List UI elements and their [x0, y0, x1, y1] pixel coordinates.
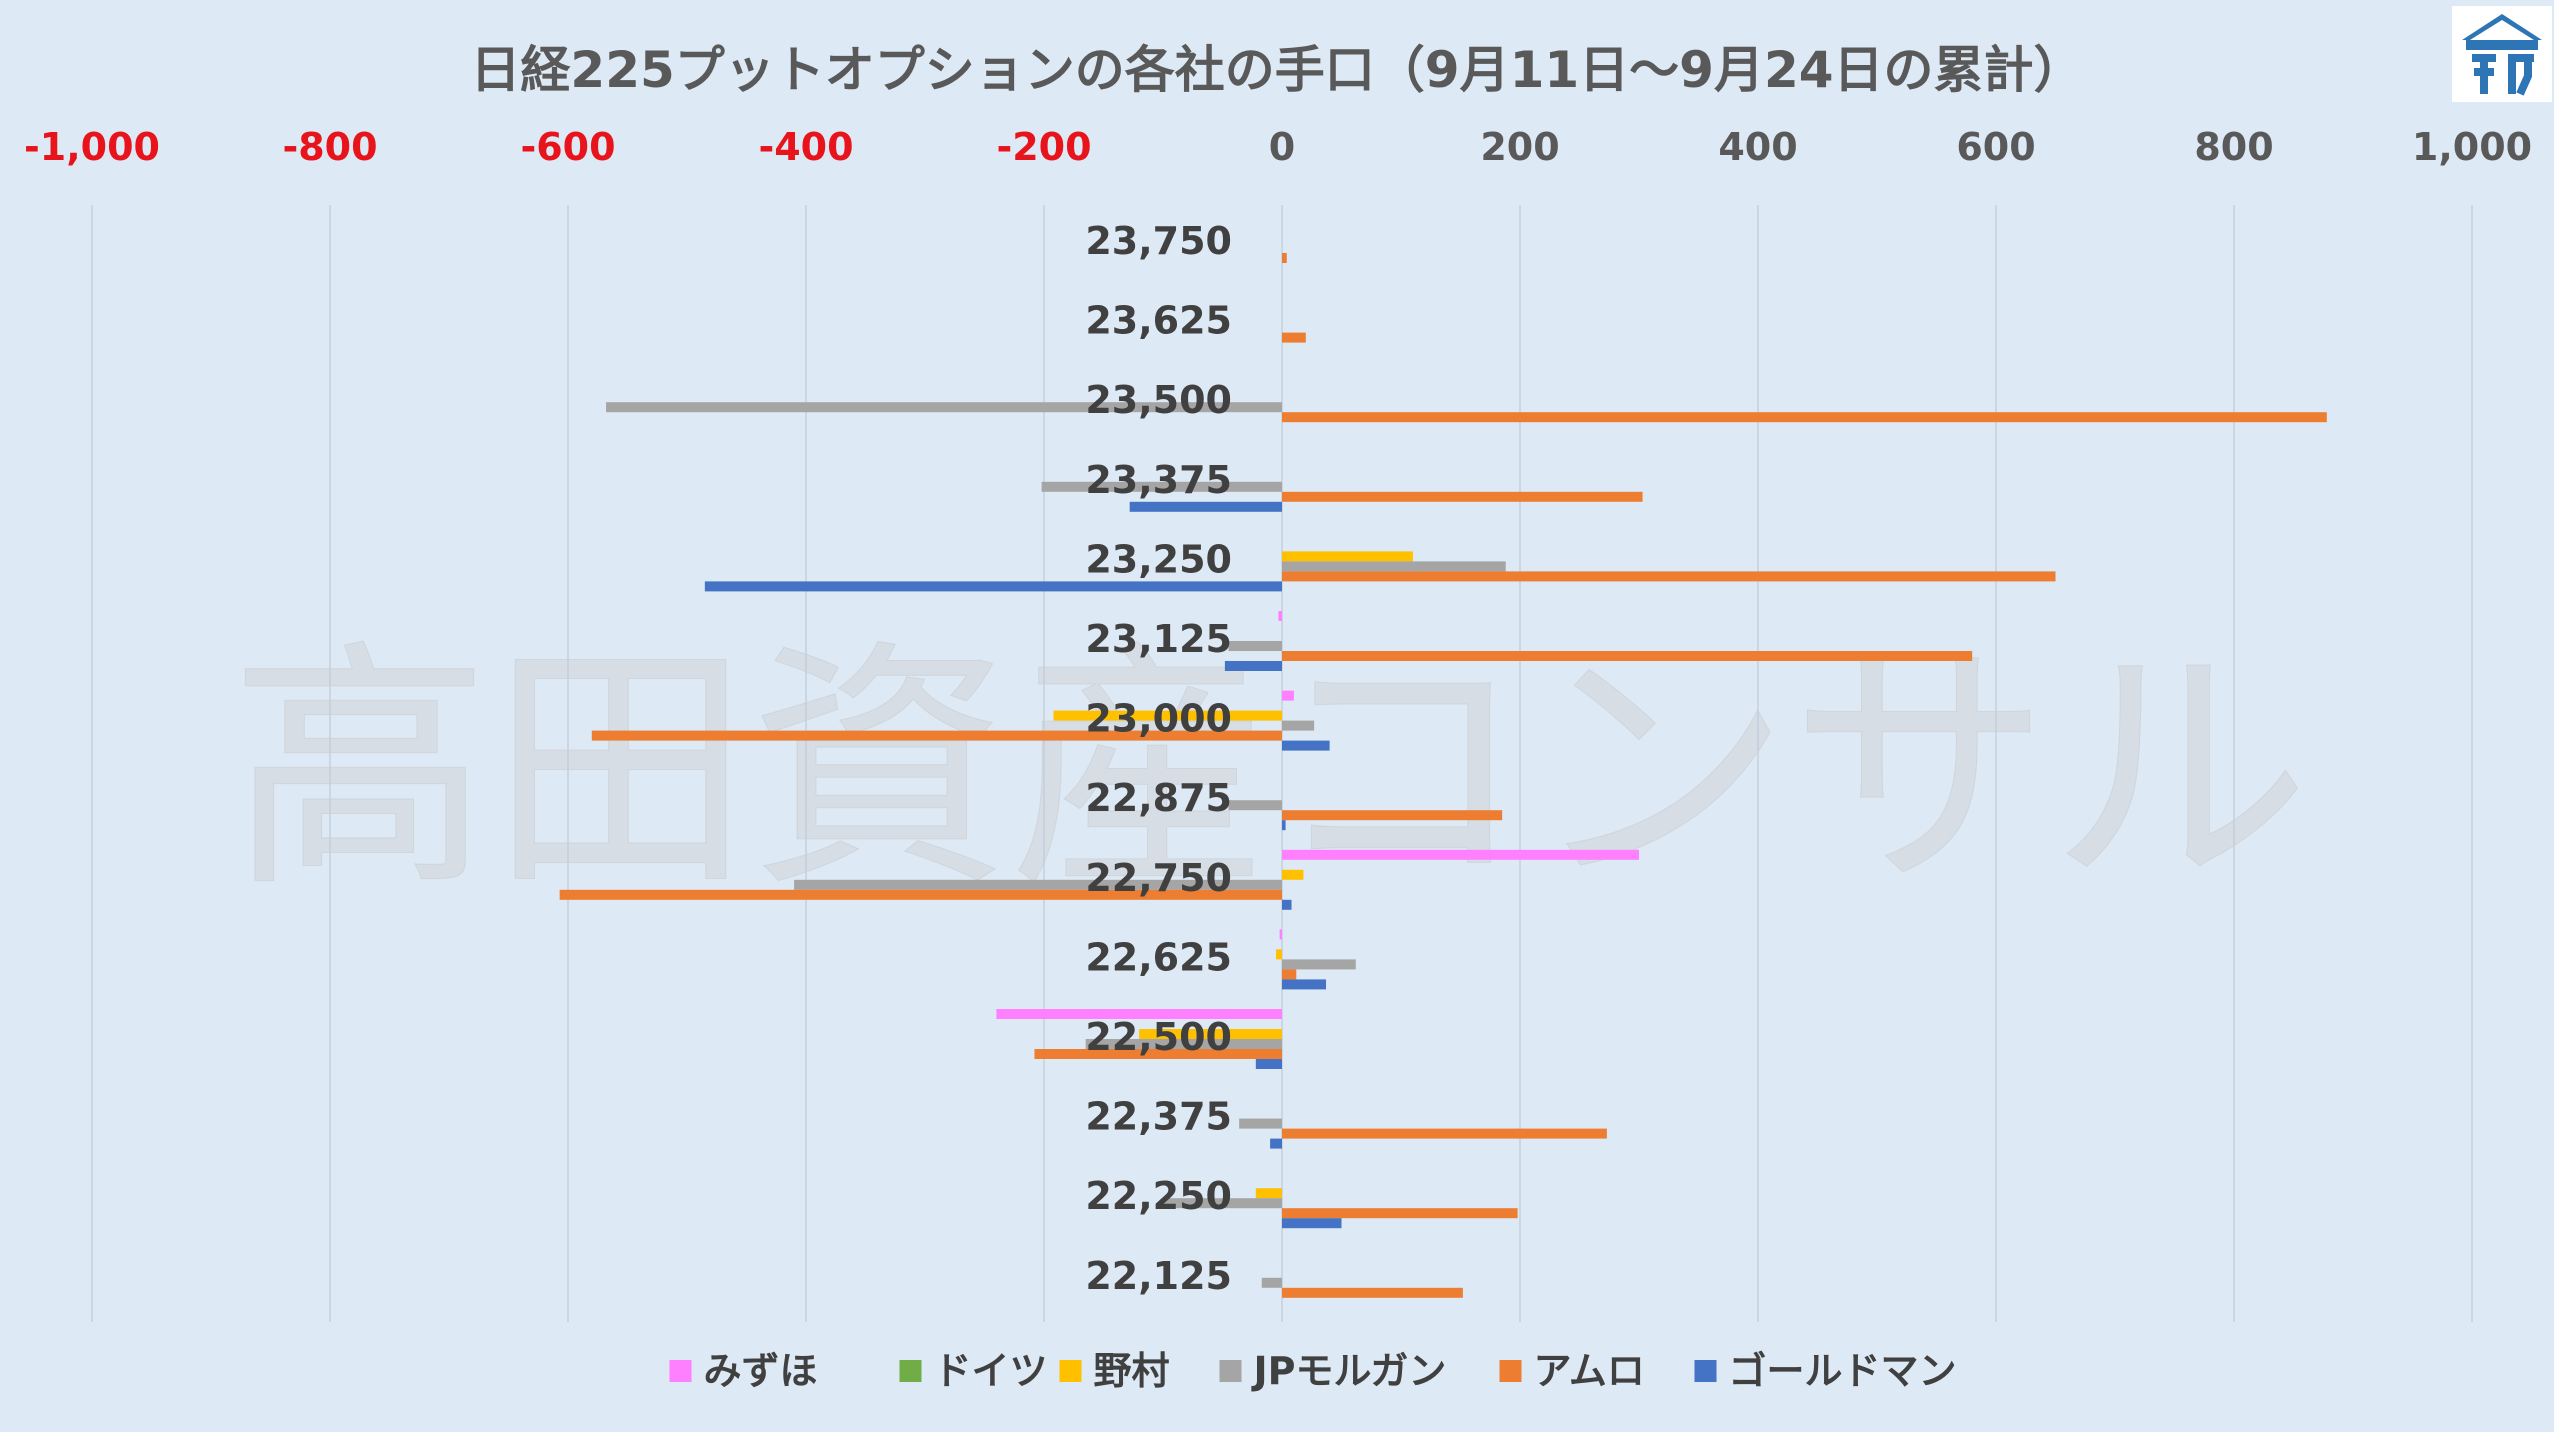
legend-swatch-nomura: [1059, 1360, 1082, 1382]
bar-nomura: [1282, 551, 1413, 562]
bar-amro: [1282, 332, 1306, 343]
category-label: 23,000: [1085, 697, 1232, 741]
category-label: 22,750: [1085, 856, 1232, 900]
bar-mizuho: [1278, 611, 1282, 621]
category-label: 23,750: [1085, 219, 1232, 263]
bar-jpmorgan: [1282, 720, 1315, 731]
bar-goldman: [1282, 820, 1286, 831]
category-label: 22,500: [1085, 1015, 1232, 1059]
bar-jpmorgan: [1228, 800, 1282, 811]
x-tick-label: -200: [996, 125, 1091, 169]
category-label: 22,875: [1085, 776, 1232, 820]
bar-amro: [591, 730, 1282, 741]
bar-jpmorgan: [1163, 1198, 1282, 1209]
legend-label-amro: アムロ: [1534, 1349, 1645, 1393]
bar-mizuho: [1282, 849, 1639, 860]
legend-label-goldman: ゴールドマン: [1729, 1349, 1957, 1393]
bar-mizuho: [1282, 690, 1294, 701]
legend-label-nomura: 野村: [1094, 1349, 1170, 1393]
bar-amro: [1282, 651, 1973, 661]
bar-amro: [1282, 1128, 1607, 1139]
legend-swatch-goldman: [1694, 1360, 1717, 1382]
bar-nomura: [1139, 1029, 1282, 1039]
bar-amro: [1282, 1208, 1518, 1219]
legend-swatch-jpmorgan: [1219, 1360, 1242, 1382]
legend: みずほ ドイツ 野村 JPモルガン アムロ ゴールドマン: [669, 1349, 1957, 1393]
x-tick-label: 600: [1956, 125, 2035, 169]
category-label: 23,500: [1085, 378, 1232, 422]
x-tick-label: -800: [282, 125, 377, 169]
bar-mizuho: [996, 1009, 1282, 1019]
category-label: 23,125: [1085, 617, 1232, 661]
category-label: 22,250: [1085, 1174, 1232, 1218]
bar-amro: [1282, 810, 1503, 821]
category-label: 22,125: [1085, 1254, 1232, 1298]
bar-mizuho: [1279, 929, 1282, 940]
category-label: 23,250: [1085, 537, 1232, 581]
legend-swatch-deutsche: [899, 1360, 922, 1382]
bar-goldman: [1270, 1138, 1282, 1149]
bar-goldman: [1224, 661, 1282, 671]
legend-swatch-mizuho: [669, 1360, 692, 1382]
chart-title: 日経225プットオプションの各社の手口（9月11日～9月24日の累計）: [470, 41, 2084, 99]
bar-goldman: [1282, 899, 1292, 910]
building-roof-logo-icon: [2462, 14, 2542, 96]
bar-jpmorgan: [794, 879, 1282, 890]
bar-jpmorgan: [1282, 561, 1506, 572]
legend-swatch-amro: [1499, 1360, 1522, 1382]
category-label: 22,375: [1085, 1095, 1232, 1139]
bar-nomura: [1255, 1188, 1282, 1199]
bar-amro: [1282, 491, 1643, 502]
x-axis-ticks: -1,000 -800 -600 -400 -200 0 200 400 600 800 1,000: [24, 125, 2532, 169]
bar-goldman: [1282, 1218, 1342, 1229]
bar-amro: [1282, 1287, 1463, 1298]
bar-amro: [1282, 253, 1287, 263]
bar-nomura: [1053, 710, 1282, 721]
bar-amro: [1282, 969, 1297, 980]
bar-jpmorgan: [1282, 959, 1356, 970]
bar-jpmorgan: [606, 402, 1282, 413]
category-label: 23,375: [1085, 458, 1232, 502]
company-logo: [2452, 6, 2552, 102]
category-labels: 23,750 23,625 23,500 23,375 23,250 23,125 23,0…: [1085, 219, 1232, 1298]
x-tick-label: 400: [1718, 125, 1797, 169]
x-tick-label: -1,000: [24, 125, 160, 169]
bar-amro: [1034, 1049, 1282, 1059]
bar-jpmorgan: [1085, 1039, 1282, 1049]
bar-goldman: [1129, 501, 1282, 512]
bar-jpmorgan: [1239, 1118, 1282, 1129]
bar-amro: [559, 889, 1282, 900]
bar-amro: [1282, 412, 2327, 423]
legend-label-deutsche: ドイツ: [934, 1349, 1048, 1393]
legend-label-jpmorgan: JPモルガン: [1251, 1349, 1447, 1393]
bar-jpmorgan: [1261, 1277, 1282, 1288]
x-tick-label: -600: [520, 125, 615, 169]
category-label: 23,625: [1085, 299, 1232, 343]
bar-goldman: [1282, 740, 1330, 751]
bar-nomura: [1282, 869, 1304, 880]
bar-jpmorgan: [1228, 641, 1282, 651]
bar-amro: [1282, 571, 2056, 582]
x-tick-label: 200: [1480, 125, 1559, 169]
x-tick-label: -400: [758, 125, 853, 169]
x-tick-label: 800: [2194, 125, 2273, 169]
bar-goldman: [1282, 979, 1327, 990]
legend-label-mizuho: みずほ: [704, 1349, 818, 1393]
bar-goldman: [704, 581, 1282, 592]
bars: [559, 253, 2327, 1298]
x-tick-label: 0: [1269, 125, 1295, 169]
category-label: 22,625: [1085, 935, 1232, 979]
x-tick-label: 1,000: [2412, 125, 2532, 169]
bar-nomura: [1276, 949, 1282, 960]
bar-goldman: [1255, 1059, 1282, 1069]
bar-jpmorgan: [1041, 481, 1282, 492]
